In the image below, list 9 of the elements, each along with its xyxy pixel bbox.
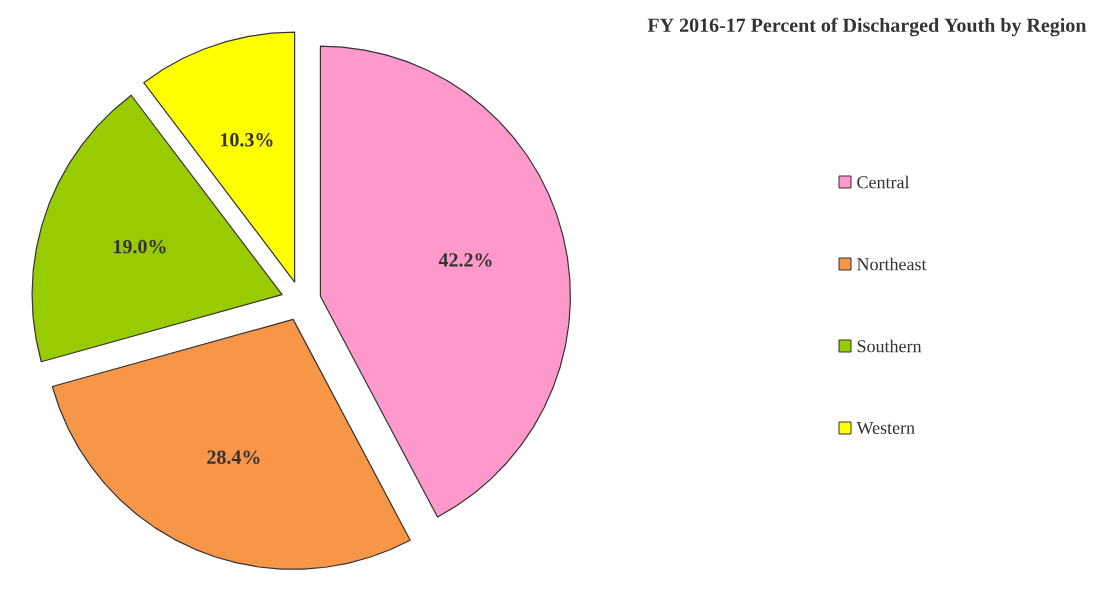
data-label: 42.2% (438, 253, 492, 267)
legend-label: Western (856, 421, 915, 435)
legend-label: Central (857, 175, 910, 189)
chart-title: FY 2016-17 Percent of Discharged Youth by Region (647, 17, 1087, 37)
legend-label: Northeast (857, 257, 927, 271)
data-label: 19.0% (114, 239, 166, 254)
legend-label: Southern (857, 339, 922, 353)
data-label: 28.4% (207, 450, 260, 464)
data-label: 10.3% (221, 133, 273, 147)
